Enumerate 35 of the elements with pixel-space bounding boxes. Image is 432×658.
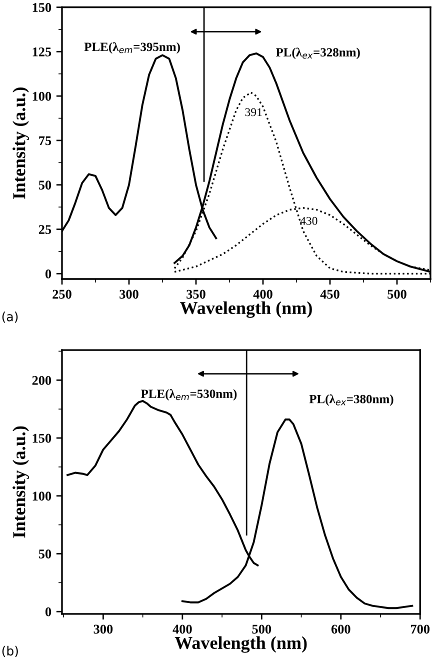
y-tick-label: 100: [32, 92, 52, 101]
y-tick-label: 125: [32, 47, 52, 56]
x-tick-label: 250: [52, 290, 72, 299]
x-tick-label: 300: [120, 290, 138, 299]
text: (b): [2, 646, 18, 658]
x-tick-label: 400: [172, 624, 192, 634]
text: (a): [2, 312, 18, 323]
x-tick-label: 700: [410, 624, 430, 634]
x-tick-label: 500: [388, 290, 406, 299]
legend-label: PLE(λ$_{em}$=530nm): [140, 389, 237, 401]
x-tick-label: 500: [252, 624, 272, 634]
y-tick-label: 0: [45, 269, 52, 278]
x-tick-label: 300: [94, 624, 113, 634]
y-tick-label: 100: [32, 492, 52, 501]
x-axis-title: Wavelength (nm): [180, 301, 312, 318]
y-tick-label: 0: [45, 607, 52, 616]
annotation: 430: [300, 216, 318, 225]
x-tick-label: 350: [186, 290, 206, 299]
x-tick-label: 400: [253, 290, 272, 299]
series-label: PL(λ$_{ex}$=328nm): [276, 48, 360, 60]
y-tick-label: 150: [32, 434, 52, 443]
y-tick-label: 200: [32, 376, 52, 385]
x-tick-label: 600: [331, 624, 350, 634]
series-label: PL(λ$_{ex}$=380nm): [309, 394, 394, 406]
y-tick-label: 25: [38, 225, 52, 234]
y-axis-title: Intensity (a.u.): [12, 87, 30, 199]
y-tick-label: 50: [38, 550, 52, 558]
series-label: PLE(λ$_{em}$=395nm): [84, 42, 180, 54]
x-tick-label: 450: [320, 290, 340, 299]
y-tick-label: 50: [38, 180, 52, 190]
y-axis-title: Intensity (a.u.): [12, 426, 30, 538]
y-tick-label: 150: [32, 3, 52, 12]
x-axis-title: Wavelength (nm): [174, 636, 307, 653]
y-tick-label: 75: [39, 136, 52, 146]
annotation: 391: [245, 108, 262, 116]
